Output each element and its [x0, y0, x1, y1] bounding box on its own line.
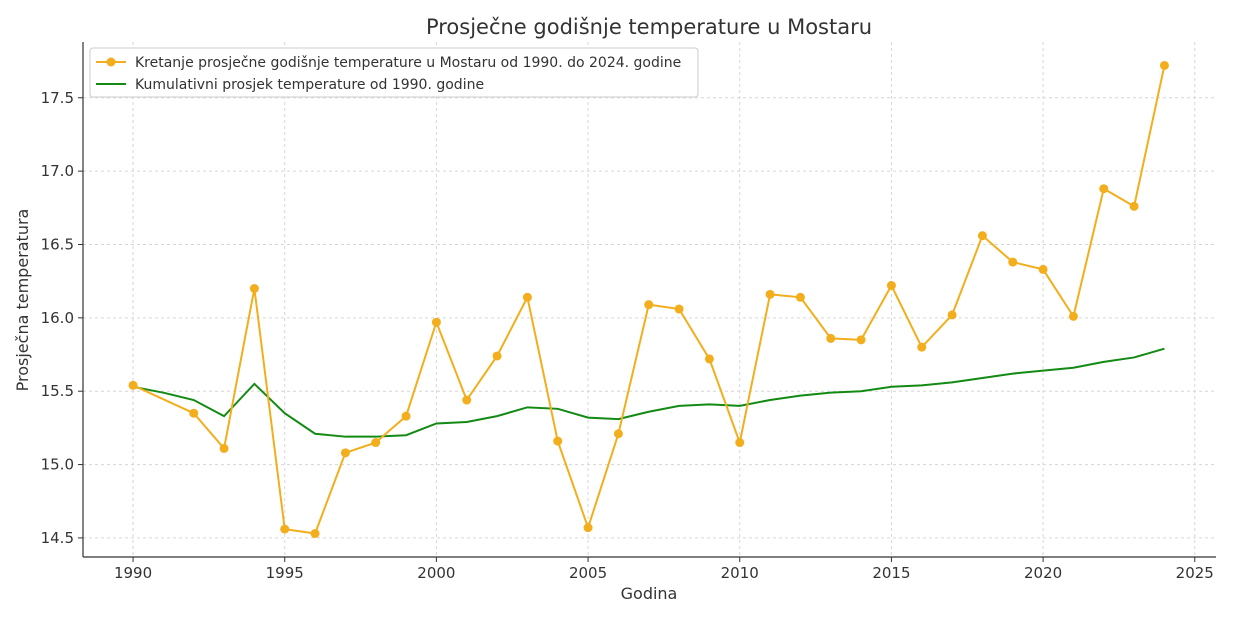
axes — [82, 42, 1216, 558]
data-point — [826, 333, 836, 343]
x-tick-label: 1995 — [266, 564, 304, 582]
data-point — [1099, 184, 1109, 194]
legend-marker-annual — [106, 57, 116, 67]
data-point — [431, 317, 441, 327]
data-point — [947, 310, 957, 320]
y-tick-label: 16.0 — [41, 309, 74, 327]
annual-temperature-line — [132, 65, 1166, 535]
x-axis-label: Godina — [621, 584, 678, 603]
legend-label-cumulative: Kumulativni prosjek temperature od 1990.… — [135, 77, 484, 93]
data-point — [583, 523, 593, 533]
legend-label-annual: Kretanje prosječne godišnje temperature … — [135, 55, 681, 71]
data-point — [613, 429, 623, 439]
data-point — [280, 524, 290, 534]
data-point — [189, 408, 199, 418]
x-tick-label: 2020 — [1024, 564, 1062, 582]
data-point — [492, 351, 502, 361]
grid — [83, 42, 1216, 557]
data-point — [340, 448, 350, 458]
data-point — [977, 231, 987, 241]
y-axis-label: Prosječna temperatura — [13, 209, 32, 392]
y-tick-label: 17.5 — [41, 89, 74, 107]
x-tick-label: 2015 — [872, 564, 910, 582]
data-point — [310, 529, 320, 539]
data-point — [462, 395, 472, 405]
y-tick-label: 15.0 — [41, 456, 74, 474]
data-point — [249, 283, 259, 293]
x-tick-label: 2000 — [417, 564, 455, 582]
data-point — [644, 300, 654, 310]
y-tick-label: 15.5 — [41, 382, 74, 400]
data-point — [128, 380, 138, 390]
data-point — [765, 289, 775, 299]
x-tick-label: 2005 — [569, 564, 607, 582]
data-point — [522, 292, 532, 302]
data-point — [371, 438, 381, 448]
y-tick-label: 17.0 — [41, 162, 74, 180]
legend: Kretanje prosječne godišnje temperature … — [89, 47, 699, 98]
x-tick-label: 2025 — [1176, 564, 1214, 582]
x-tick-label: 1990 — [114, 564, 152, 582]
data-point — [1068, 311, 1078, 321]
data-point — [917, 342, 927, 352]
data-point — [1129, 201, 1139, 211]
y-tick-label: 14.5 — [41, 529, 74, 547]
data-point — [735, 438, 745, 448]
data-point — [401, 411, 411, 421]
data-point — [553, 436, 563, 446]
x-tick-label: 2010 — [721, 564, 759, 582]
chart-title: Prosječne godišnje temperature u Mostaru — [426, 15, 872, 39]
data-point — [219, 443, 229, 453]
series-lines — [128, 60, 1169, 539]
y-tick-label: 16.5 — [41, 235, 74, 253]
data-point — [886, 281, 896, 291]
data-point — [795, 292, 805, 302]
data-point — [1008, 257, 1018, 267]
data-point — [704, 354, 714, 364]
data-point — [674, 304, 684, 314]
ticks: 1990 1995 2000 2005 2010 2015 2020 2025 14.5 15.0… — [41, 89, 1214, 582]
data-point — [1038, 264, 1048, 274]
data-point — [856, 335, 866, 345]
cumulative-average-line — [132, 347, 1165, 438]
data-point — [1159, 60, 1169, 70]
legend-box — [89, 47, 699, 98]
